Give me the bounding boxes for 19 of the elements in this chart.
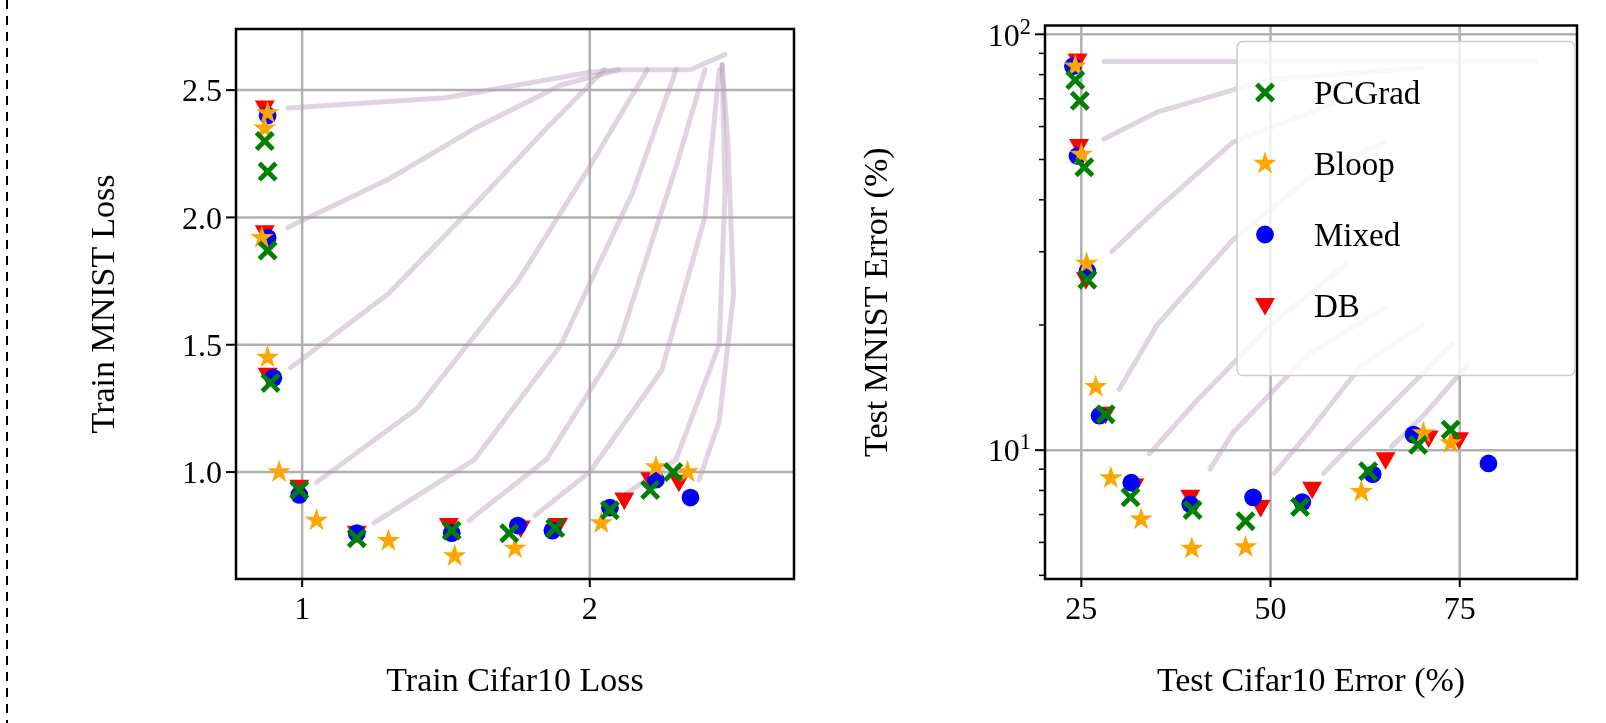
legend-label: Bloop	[1314, 146, 1395, 183]
y-tick-label: 2.5	[182, 72, 222, 109]
y-tick-label: 2.0	[182, 199, 222, 236]
y-tick-label: 10$^{2}$	[987, 13, 1031, 53]
y-tick-label: 10$^{1}$	[987, 428, 1031, 469]
x-axis-title: Train Cifar10 Loss	[386, 661, 644, 698]
x-axis-title: Test Cifar10 Error (%)	[1156, 661, 1466, 699]
y-axis-title: Test MNIST Error (%)	[857, 147, 895, 458]
legend-label: PCGrad	[1314, 75, 1421, 112]
x-tick-label: 25	[1065, 590, 1098, 626]
x-tick-label: 75	[1443, 590, 1476, 626]
x-tick-label: 50	[1254, 590, 1287, 626]
y-tick-label: 1.5	[182, 326, 222, 363]
x-tick-label: 1	[294, 590, 311, 626]
x-tick-label: 2	[581, 590, 598, 626]
y-tick-label: 1.0	[182, 454, 222, 491]
legend-label: Mixed	[1314, 217, 1401, 254]
legend-label: DB	[1314, 288, 1360, 325]
y-axis-title: Train MNIST Loss	[84, 174, 121, 434]
